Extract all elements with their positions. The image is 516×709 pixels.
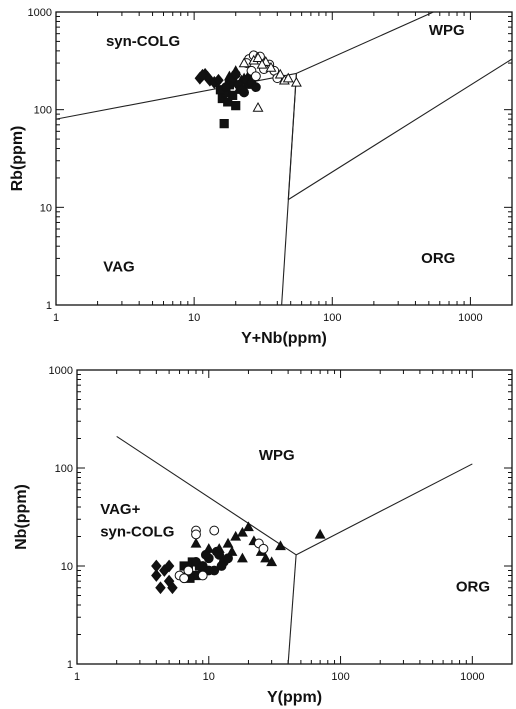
open-circle-point xyxy=(179,573,190,584)
y-tick-label: 1 xyxy=(46,300,52,312)
x-tick-label: 100 xyxy=(331,671,349,683)
filled-triangle-point xyxy=(314,528,326,539)
filled-circle-point xyxy=(216,561,227,571)
filled-diamond-point xyxy=(151,569,162,582)
open-triangle-point xyxy=(238,57,250,68)
y-tick-label: 1 xyxy=(67,659,73,671)
field-label: VAG+ xyxy=(100,501,140,518)
filled-square-point xyxy=(231,101,241,111)
filled-triangle-point xyxy=(222,537,234,548)
open-triangle-point xyxy=(265,61,277,72)
y-axis-label: Rb(ppm) xyxy=(9,126,26,192)
y-tick-label: 10 xyxy=(40,202,52,214)
field-boundary-line xyxy=(56,72,297,120)
x-tick-label: 10 xyxy=(188,312,200,324)
rb-vs-ynb-chart: 1 10 100 1000 1 10 100 1000 Y+Nb(ppm) Rb(ppm) syn-… xyxy=(9,7,513,347)
open-triangle-point xyxy=(252,52,264,62)
field-label: syn-COLG xyxy=(100,523,174,540)
filled-circle-point xyxy=(221,82,231,93)
field-boundary-line xyxy=(287,58,512,201)
filled-triangle-point xyxy=(242,521,254,532)
x-tick-label: 10 xyxy=(203,671,215,683)
field-boundary-line xyxy=(287,554,297,664)
filled-circle-point xyxy=(230,69,241,80)
x-tick-label: 100 xyxy=(323,312,341,324)
filled-triangle-point xyxy=(260,552,272,563)
open-triangle-point xyxy=(282,72,294,83)
filled-diamond-point xyxy=(167,581,178,595)
filled-triangle-point xyxy=(236,526,248,537)
field-label: syn-COLG xyxy=(106,33,180,50)
open-circle-point xyxy=(209,525,220,536)
x-axis-label: Y+Nb(ppm) xyxy=(241,330,327,347)
filled-circle-point xyxy=(239,87,250,98)
field-boundaries xyxy=(116,435,473,664)
open-triangle-point xyxy=(252,101,264,112)
open-triangle-point xyxy=(256,58,268,69)
field-label: WPG xyxy=(429,22,465,39)
x-tick-label: 1000 xyxy=(458,312,482,324)
field-label: ORG xyxy=(421,250,455,267)
open-circle-point xyxy=(183,565,194,576)
x-axis-label: Y(ppm) xyxy=(267,689,322,706)
plot-frame xyxy=(55,11,513,306)
field-boundary-line xyxy=(116,435,297,556)
data-points xyxy=(194,50,302,129)
filled-triangle-point xyxy=(190,537,202,548)
filled-triangle-point xyxy=(213,543,225,553)
field-label: ORG xyxy=(456,578,490,595)
open-circle-point xyxy=(258,543,269,554)
x-tick-label: 1 xyxy=(53,312,59,324)
filled-square-point xyxy=(219,119,229,129)
filled-triangle-point xyxy=(203,543,215,553)
filled-circle-point xyxy=(251,82,261,93)
filled-diamond-point xyxy=(155,581,166,595)
x-tick-label: 1000 xyxy=(460,671,484,683)
x-tick-label: 1 xyxy=(74,671,80,683)
filled-triangle-point xyxy=(236,552,248,563)
plot-frame xyxy=(76,369,513,665)
nb-vs-y-chart: 1 10 100 1000 1 10 100 1000 Y(ppm) Nb(ppm) WPG VAG+… xyxy=(13,365,513,706)
y-tick-label: 100 xyxy=(55,463,73,475)
filled-triangle-point xyxy=(275,540,286,551)
data-points xyxy=(151,521,326,595)
filled-diamond-point xyxy=(163,559,175,573)
filled-diamond-point xyxy=(197,68,208,82)
open-triangle-point xyxy=(274,68,286,79)
y-tick-label: 1000 xyxy=(28,7,52,19)
field-boundary-line xyxy=(295,463,473,556)
field-label: VAG xyxy=(103,259,134,276)
field-label: WPG xyxy=(259,447,295,464)
open-triangle-point xyxy=(290,76,302,87)
field-boundary-line xyxy=(296,12,434,74)
field-boundary-line xyxy=(287,73,297,200)
filled-triangle-point xyxy=(266,556,278,567)
axis-ticks xyxy=(55,11,513,306)
axis-ticks xyxy=(76,369,513,665)
open-circle-point xyxy=(191,529,201,540)
y-tick-label: 100 xyxy=(34,105,52,117)
open-circle-point xyxy=(197,570,208,581)
y-tick-label: 1000 xyxy=(49,365,73,377)
y-axis-label: Nb(ppm) xyxy=(13,484,30,550)
filled-triangle-point xyxy=(226,546,238,556)
open-circle-point xyxy=(251,71,261,82)
y-tick-label: 10 xyxy=(61,561,73,573)
